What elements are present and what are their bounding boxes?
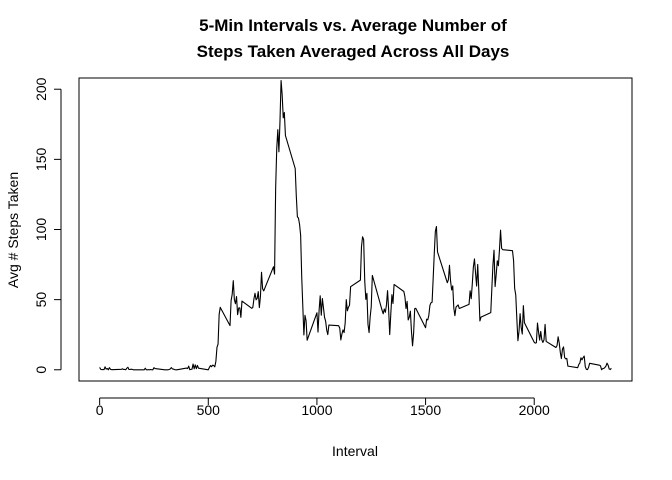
- series-line-avg-steps: [99, 79, 612, 371]
- chart-title-line-2: Steps Taken Averaged Across All Days: [197, 42, 510, 61]
- y-tick-label: 150: [33, 147, 49, 171]
- x-axis: 0 500 1000 1500 2000: [96, 397, 550, 418]
- y-tick-label: 100: [33, 218, 49, 242]
- x-axis-label: Interval: [332, 443, 378, 459]
- x-tick-label: 500: [197, 402, 221, 418]
- plot-area-frame: [78, 77, 633, 382]
- y-tick-label: 200: [33, 77, 49, 101]
- y-tick-label: 0: [33, 366, 49, 374]
- x-tick-label: 0: [96, 402, 104, 418]
- y-axis: 0 50 100 150 200: [33, 77, 62, 374]
- x-tick-label: 1500: [410, 402, 441, 418]
- chart-title-line-1: 5-Min Intervals vs. Average Number of: [199, 16, 507, 35]
- y-tick-label: 50: [33, 292, 49, 308]
- y-axis-label: Avg # Steps Taken: [5, 172, 21, 288]
- x-tick-label: 1000: [301, 402, 332, 418]
- x-tick-label: 2000: [519, 402, 550, 418]
